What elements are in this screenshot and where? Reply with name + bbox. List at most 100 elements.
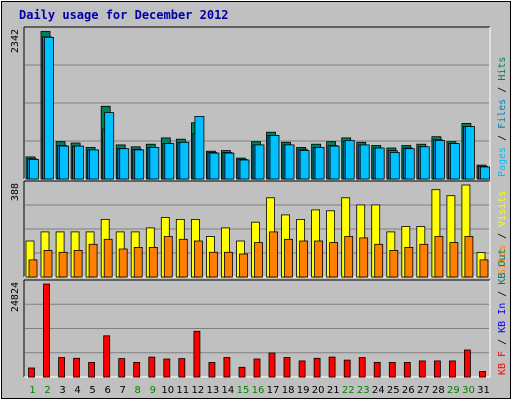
legend-entry: Visits (497, 191, 508, 227)
legend-entry: Hits (497, 57, 508, 81)
bar-pages-day-9 (149, 146, 160, 180)
bar-pages-day-14 (224, 152, 235, 180)
legend-entry: Sites (497, 245, 508, 275)
bar-kb-f-day-26 (403, 361, 411, 378)
bar-kb-f-day-17 (268, 352, 276, 378)
bar-kb-f-day-13 (208, 361, 216, 378)
bar-kb-f-day-10 (163, 358, 171, 378)
bar-sites-day-1 (28, 259, 38, 278)
bar-pages-day-24 (374, 147, 385, 180)
bar-pages-day-20 (314, 146, 325, 180)
bar-pages-day-16 (254, 144, 265, 180)
bar-pages-day-22 (344, 140, 355, 180)
bar-sites-day-22 (344, 236, 354, 278)
legend-hits-files-pages: Pages / Files / Hits (497, 57, 508, 177)
bar-kb-f-day-2 (43, 283, 50, 378)
bar-sites-day-25 (389, 249, 399, 278)
bar-pages-day-11 (179, 141, 190, 180)
bar-pages-day-2 (44, 37, 54, 180)
x-tick-label-day-30: 30 (462, 385, 475, 396)
y-axis-max-label: 24824 (10, 282, 21, 312)
bar-pages-day-27 (419, 146, 430, 180)
bar-sites-day-2 (43, 249, 53, 278)
bar-pages-day-1 (29, 158, 39, 180)
y-axis-max-label: 388 (10, 183, 21, 201)
bar-kb-f-day-28 (433, 360, 441, 378)
bar-kb-f-day-19 (298, 360, 306, 378)
x-tick-label-day-14: 14 (222, 385, 235, 396)
bar-pages-day-31 (480, 166, 490, 180)
bar-pages-day-15 (239, 159, 250, 180)
bar-pages-day-8 (134, 149, 145, 180)
x-tick-label-day-20: 20 (312, 385, 325, 396)
chart-title: Daily usage for December 2012 (19, 8, 229, 22)
bar-sites-day-4 (73, 249, 83, 278)
legend-visits-sites: Sites / Visits (497, 191, 508, 275)
bar-kb-f-day-11 (178, 358, 186, 378)
x-tick-label-day-13: 13 (207, 385, 220, 396)
bar-kb-f-day-9 (148, 356, 156, 378)
bar-kb-f-day-14 (223, 357, 231, 378)
bar-sites-day-31 (479, 259, 489, 278)
bar-pages-day-19 (299, 150, 310, 180)
bar-sites-day-6 (103, 238, 113, 278)
bar-kb-f-day-30 (463, 349, 471, 378)
bar-pages-day-12 (194, 116, 205, 180)
bar-pages-day-7 (119, 148, 130, 180)
x-tick-label-day-27: 27 (417, 385, 430, 396)
bar-kb-f-day-12 (193, 330, 201, 378)
x-tick-label-day-7: 7 (120, 385, 126, 396)
bar-kb-f-day-31 (479, 370, 486, 378)
bar-kb-f-day-27 (418, 360, 426, 378)
x-tick-label-day-12: 12 (192, 385, 205, 396)
x-tick-label-day-4: 4 (74, 385, 80, 396)
bar-sites-day-15 (239, 253, 248, 278)
bar-sites-day-29 (449, 242, 459, 278)
bar-pages-day-3 (59, 145, 69, 180)
x-tick-label-day-23: 23 (357, 385, 370, 396)
bar-sites-day-30 (464, 236, 474, 278)
bar-pages-day-30 (464, 126, 475, 180)
bar-kb-f-day-18 (283, 357, 291, 378)
x-tick-label-day-29: 29 (447, 385, 460, 396)
legend-entry: KB In (497, 303, 508, 333)
y-axis-max-label: 2342 (10, 29, 21, 53)
bar-kb-f-day-22 (343, 359, 351, 378)
bar-sites-day-10 (163, 236, 173, 278)
x-tick-label-day-24: 24 (372, 385, 385, 396)
bar-sites-day-3 (58, 251, 68, 278)
bar-sites-day-11 (178, 238, 188, 278)
bar-kb-f-day-20 (313, 357, 321, 378)
bar-kb-f-day-23 (358, 357, 366, 378)
bar-kb-f-day-7 (118, 358, 126, 378)
x-tick-label-day-25: 25 (387, 385, 400, 396)
bar-pages-day-18 (284, 144, 295, 180)
legend-entry: / (497, 227, 508, 245)
legend-entry: KB Out (497, 249, 508, 285)
x-tick-label-day-28: 28 (432, 385, 445, 396)
legend-entry: / (497, 333, 508, 351)
x-tick-label-day-21: 21 (327, 385, 340, 396)
bar-kb-f-day-8 (133, 361, 141, 378)
x-tick-label-day-5: 5 (89, 385, 95, 396)
bar-kb-f-day-4 (73, 357, 80, 378)
bar-sites-day-14 (223, 251, 233, 278)
bar-pages-day-23 (359, 144, 370, 180)
bar-sites-day-23 (359, 237, 369, 278)
bar-sites-day-17 (269, 231, 278, 278)
bar-kb-f-day-15 (238, 366, 246, 378)
bar-sites-day-28 (434, 236, 444, 278)
bar-sites-day-8 (133, 246, 143, 278)
x-tick-label-day-17: 17 (267, 385, 280, 396)
x-tick-label-day-15: 15 (237, 385, 250, 396)
legend-entry: KB F (497, 351, 508, 375)
bar-kb-f-day-24 (373, 361, 381, 378)
x-tick-label-day-9: 9 (150, 385, 156, 396)
bar-sites-day-24 (374, 243, 384, 278)
bar-sites-day-27 (419, 243, 429, 278)
bar-kb-f-day-29 (448, 360, 456, 378)
bar-sites-day-19 (299, 240, 309, 278)
bar-kb-f-day-25 (388, 361, 396, 378)
bar-kb-f-day-5 (88, 361, 95, 378)
